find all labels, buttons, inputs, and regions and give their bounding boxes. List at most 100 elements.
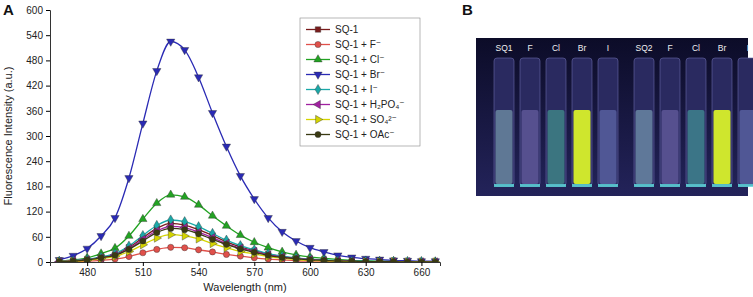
series-marker — [265, 252, 271, 258]
legend-entry: SQ-1 + SO₄²⁻ — [306, 114, 397, 125]
legend-marker — [315, 27, 320, 32]
series — [56, 215, 438, 262]
y-tick: 480 — [26, 55, 50, 66]
legend-label: SQ-1 + H₂PO₄⁻ — [335, 99, 405, 110]
y-tick: 360 — [26, 106, 50, 117]
series-marker — [140, 250, 146, 256]
series-marker — [390, 258, 396, 262]
series-marker — [390, 259, 396, 262]
series-marker — [209, 236, 215, 242]
series-marker — [391, 256, 397, 262]
vial-solution — [688, 110, 705, 184]
series — [55, 190, 439, 262]
series-marker — [321, 257, 327, 262]
plot-area — [54, 39, 440, 262]
vial-label: Br — [718, 43, 727, 53]
vial-solution — [636, 110, 653, 184]
series-marker — [307, 257, 312, 262]
x-tick-mark — [310, 262, 311, 266]
series-marker — [363, 259, 368, 262]
series-marker — [125, 176, 133, 183]
series-marker — [292, 239, 300, 246]
legend-marker — [315, 131, 321, 137]
legend-entry: SQ-1 + F⁻ — [306, 39, 381, 50]
y-tick-mark — [46, 262, 50, 263]
series-marker — [70, 258, 76, 262]
y-tick-label: 180 — [26, 181, 43, 192]
vial-base — [634, 184, 654, 187]
x-tick: 540 — [191, 262, 208, 278]
series-marker — [405, 259, 410, 262]
series-marker — [404, 259, 410, 262]
series-marker — [307, 257, 313, 262]
series-marker — [70, 258, 75, 262]
series-marker — [377, 259, 382, 262]
vial-solution — [600, 110, 617, 184]
y-tick-label: 300 — [26, 131, 43, 142]
x-tick-label: 600 — [302, 267, 319, 278]
series-marker — [222, 144, 230, 151]
series-marker — [293, 253, 299, 262]
series-marker — [70, 258, 76, 262]
x-tick: 480 — [79, 262, 96, 278]
series-marker — [252, 250, 259, 258]
y-tick-mark — [46, 86, 50, 87]
series-marker — [195, 247, 201, 253]
series — [54, 222, 437, 262]
y-tick-label: 120 — [26, 206, 43, 217]
series-marker — [126, 246, 132, 252]
x-tick: 600 — [302, 262, 319, 278]
series-marker — [139, 214, 147, 221]
y-tick-label: 540 — [26, 30, 43, 41]
panel-label: B — [462, 1, 473, 18]
vial-label: I — [607, 43, 609, 53]
series-marker — [278, 229, 286, 236]
series-marker — [432, 259, 438, 262]
series-marker — [335, 258, 340, 262]
vial — [546, 58, 566, 186]
y-tick-mark — [46, 136, 50, 137]
y-tick: 0 — [37, 257, 50, 268]
y-tick-mark — [46, 237, 50, 238]
series-line — [59, 228, 435, 262]
legend-label: SQ-1 — [335, 24, 359, 35]
vial-solution — [574, 110, 591, 184]
legend-entry: SQ-1 + I⁻ — [306, 84, 378, 95]
legend: SQ-1SQ-1 + F⁻SQ-1 + Cl⁻SQ-1 + Br⁻SQ-1 + … — [300, 18, 420, 146]
series-line — [59, 195, 435, 262]
y-tick-label: 480 — [26, 55, 43, 66]
vial-solution — [714, 110, 731, 184]
series-marker — [405, 256, 411, 262]
legend-entry: SQ-1 + OAc⁻ — [306, 129, 394, 140]
series-marker — [168, 231, 175, 239]
vial-label: Cl — [552, 43, 560, 53]
vial-label: SQ2 — [635, 43, 652, 53]
series-marker — [321, 255, 327, 262]
series-marker — [180, 47, 188, 54]
panel-label: A — [3, 1, 14, 18]
series-marker — [431, 259, 439, 262]
legend-marker — [314, 55, 322, 62]
series-marker — [335, 258, 341, 262]
series-marker — [138, 235, 145, 243]
y-tick-label: 600 — [26, 5, 43, 16]
series-marker — [182, 232, 189, 240]
y-tick: 240 — [26, 156, 50, 167]
x-tick: 630 — [358, 262, 375, 278]
series-marker — [182, 227, 188, 233]
series-line — [59, 235, 435, 262]
series-marker — [56, 258, 62, 262]
series-marker — [222, 221, 230, 228]
vial — [738, 58, 753, 186]
series-marker — [56, 259, 62, 262]
y-axis-line — [46, 11, 51, 263]
x-tick-mark — [366, 262, 367, 266]
series-marker — [251, 249, 257, 255]
legend-marker — [315, 84, 321, 94]
series-line — [59, 42, 435, 262]
x-tick-label: 570 — [246, 267, 263, 278]
vial — [660, 58, 680, 186]
series-marker — [391, 259, 396, 262]
vial-solution — [740, 110, 753, 184]
series-marker — [293, 256, 299, 262]
